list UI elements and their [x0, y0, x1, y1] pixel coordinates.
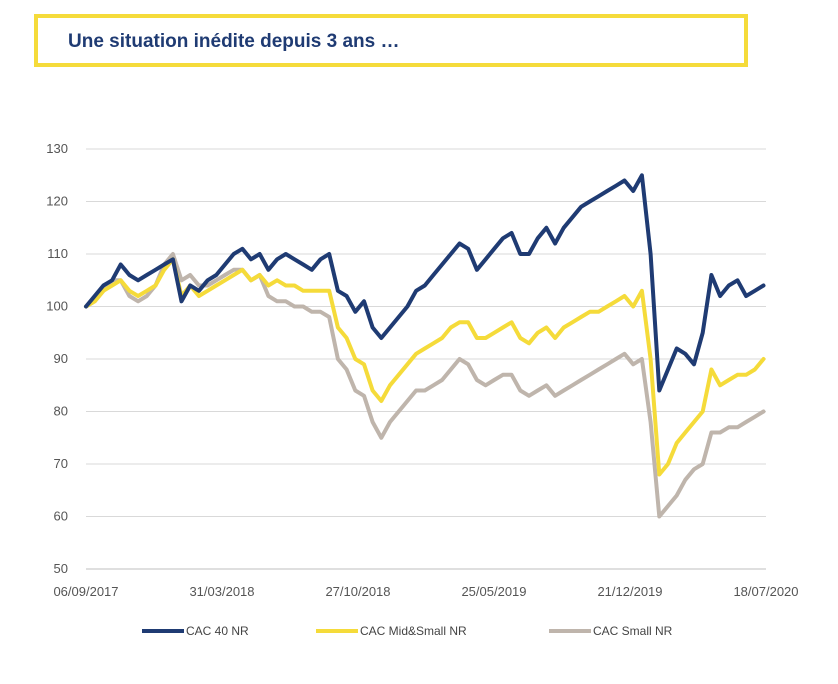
y-tick-label: 100 — [46, 299, 68, 314]
y-tick-label: 60 — [54, 509, 68, 524]
page-title: Une situation inédite depuis 3 ans … — [68, 31, 400, 52]
x-tick-label: 25/05/2019 — [461, 584, 526, 599]
y-axis: 50 60 70 80 90 100 110 120 130 — [46, 141, 68, 576]
x-tick-label: 31/03/2018 — [189, 584, 254, 599]
y-tick-label: 50 — [54, 561, 68, 576]
chart-legend: CAC 40 NR CAC Mid&Small NR CAC Small NR — [142, 624, 673, 638]
x-tick-label: 06/09/2017 — [53, 584, 118, 599]
chart-grid — [86, 148, 766, 570]
x-tick-label: 21/12/2019 — [597, 584, 662, 599]
series-line — [84, 173, 766, 393]
x-tick-label: 18/07/2020 — [733, 584, 798, 599]
series-line — [84, 257, 766, 477]
y-tick-label: 90 — [54, 351, 68, 366]
legend-label: CAC 40 NR — [186, 624, 249, 638]
series-line — [84, 252, 766, 519]
x-axis: 06/09/2017 31/03/2018 27/10/2018 25/05/2019… — [53, 584, 798, 599]
y-tick-label: 80 — [54, 404, 68, 419]
y-tick-label: 130 — [46, 141, 68, 156]
chart-series — [84, 173, 766, 519]
legend-label: CAC Small NR — [593, 624, 673, 638]
title-box: Une situation inédite depuis 3 ans … — [34, 14, 748, 67]
y-tick-label: 120 — [46, 194, 68, 209]
y-tick-label: 70 — [54, 456, 68, 471]
legend-label: CAC Mid&Small NR — [360, 624, 467, 638]
y-tick-label: 110 — [47, 246, 68, 261]
x-tick-label: 27/10/2018 — [325, 584, 390, 599]
